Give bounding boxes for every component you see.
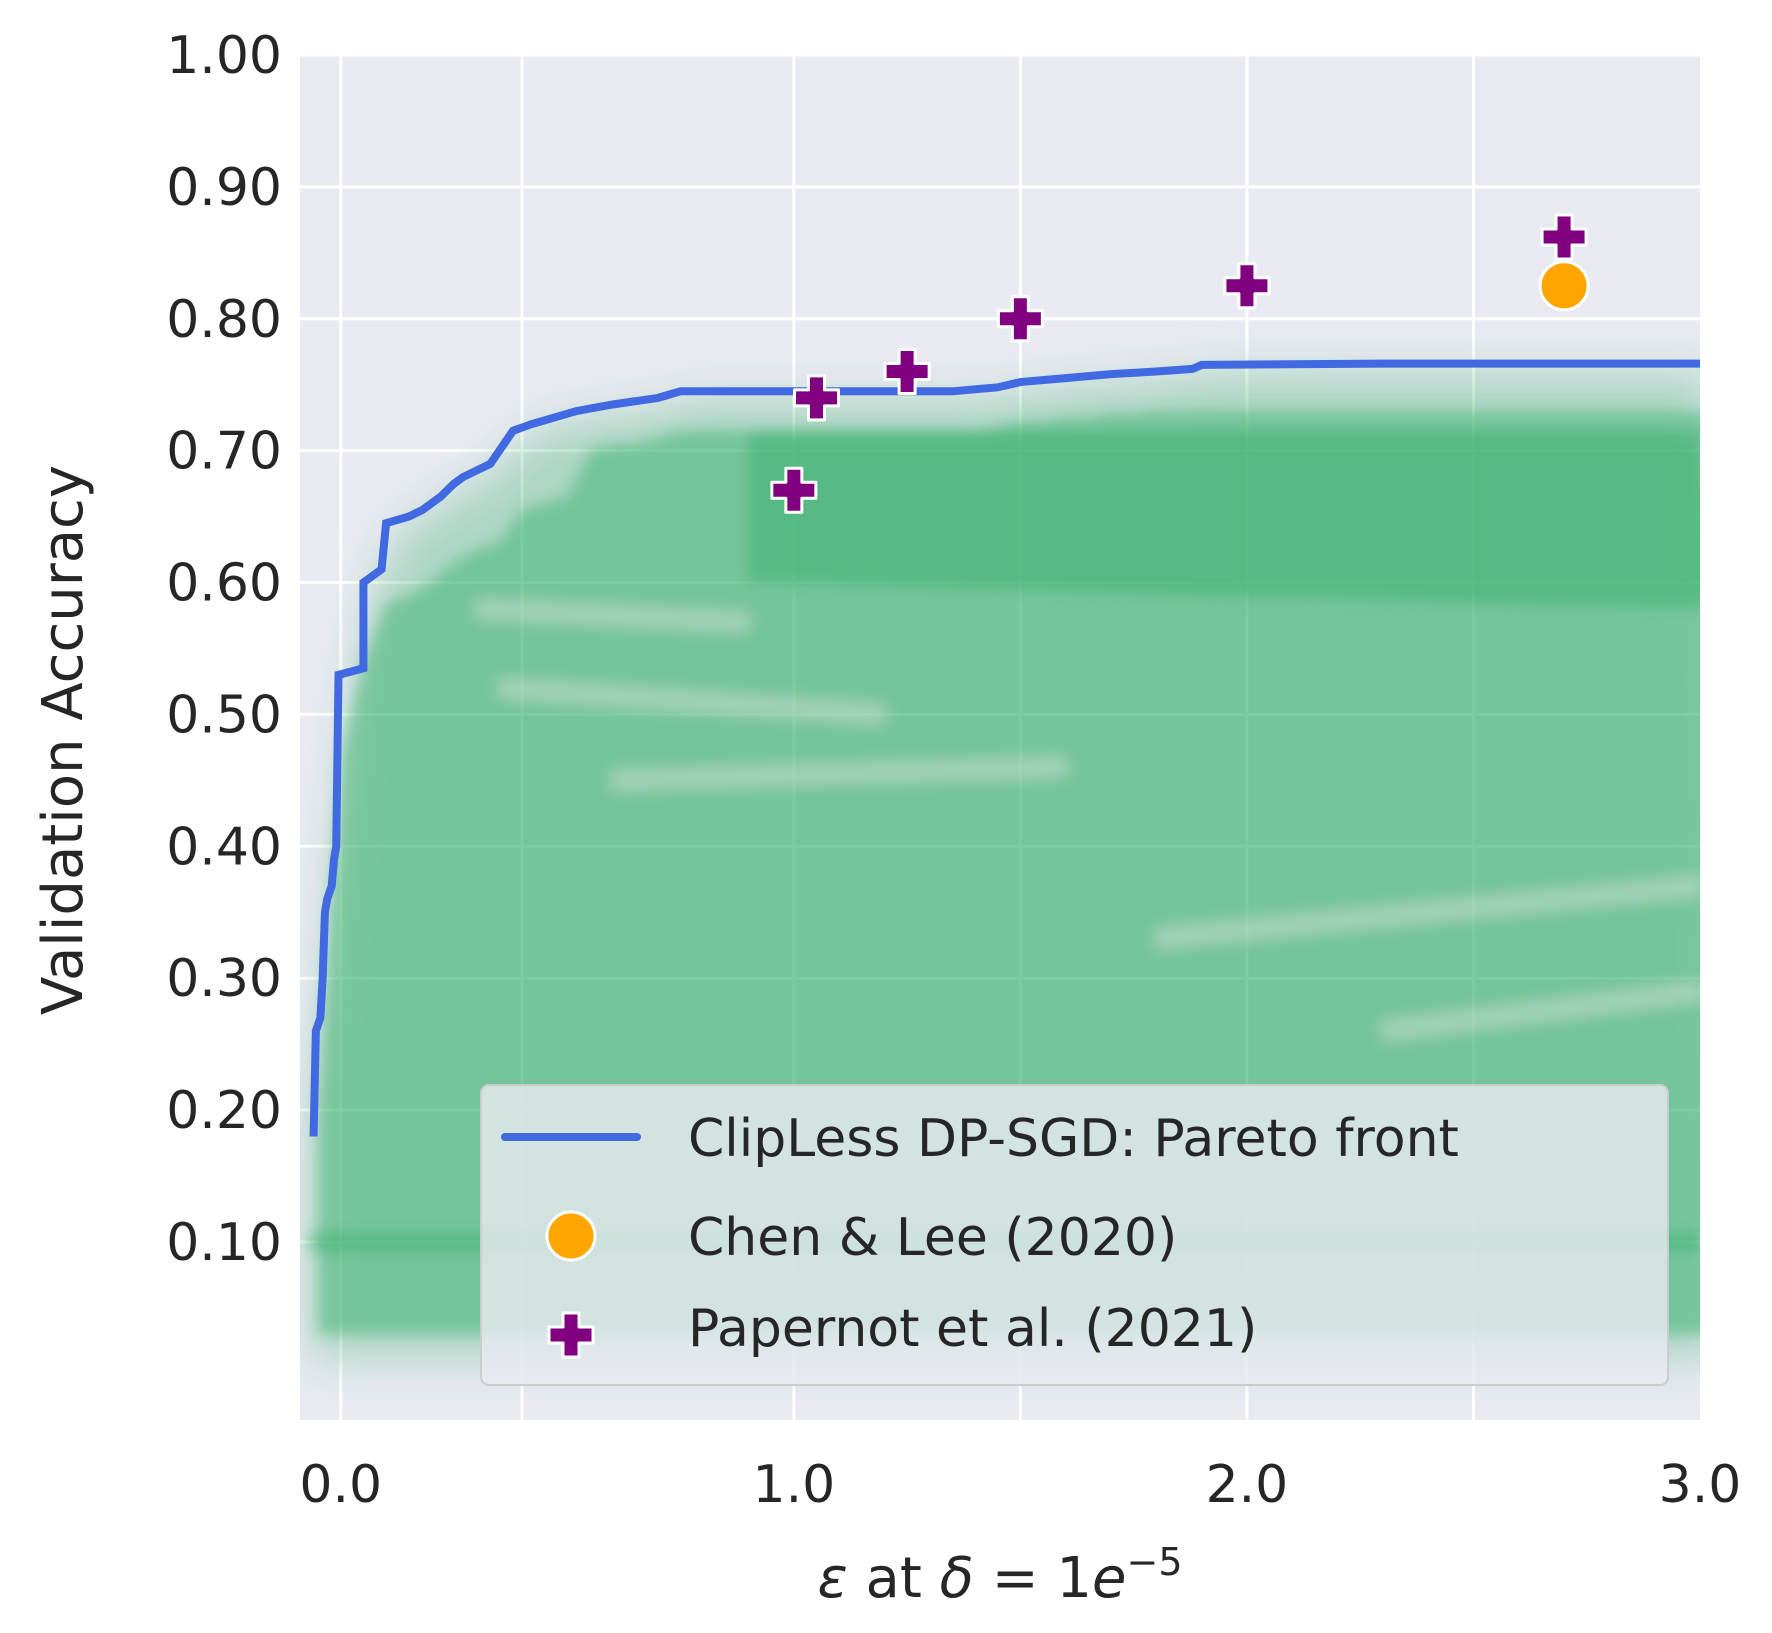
pareto-front-line [309, 359, 1700, 1137]
legend-chen-marker [545, 1210, 597, 1262]
y-tick-label: 1.00 [166, 26, 282, 86]
y-tick-label: 0.10 [166, 1213, 282, 1273]
papernot-point [883, 348, 931, 396]
y-tick-label: 0.70 [166, 422, 282, 482]
papernot-point [1540, 213, 1588, 261]
x-label-exponent: −5 [1127, 1540, 1183, 1584]
papernot-point [1223, 262, 1271, 310]
x-tick-label: 3.0 [1659, 1455, 1742, 1515]
x-tick-label: 2.0 [1206, 1455, 1289, 1515]
x-label-epsilon: ε [817, 1546, 847, 1611]
x-tick-label: 0.0 [299, 1455, 382, 1515]
series-layer [309, 213, 1700, 1137]
legend-label-papernot: Papernot et al. (2021) [688, 1299, 1257, 1359]
papernot-point [996, 295, 1044, 343]
cloud-light-streak [498, 679, 886, 724]
cloud-dense-band [748, 430, 1700, 609]
y-tick-label: 0.50 [166, 685, 282, 745]
x-label-delta: δ [940, 1546, 974, 1611]
papernot-point [770, 466, 818, 514]
x-label-equals: = 1 [974, 1546, 1092, 1611]
y-axis-label: Validation Accuracy [31, 465, 96, 1015]
legend-label-chen: Chen & Lee (2020) [688, 1208, 1177, 1268]
cloud-light-streak [612, 758, 1066, 790]
legend-label-pareto: ClipLess DP-SGD: Pareto front [688, 1109, 1459, 1169]
tick-labels: 0.100.200.300.400.500.600.700.800.901.00… [166, 26, 1741, 1515]
x-label-at: at [848, 1546, 940, 1611]
cloud-light-streak [476, 599, 749, 632]
x-tick-label: 1.0 [752, 1455, 835, 1515]
papernot-point [793, 374, 841, 422]
y-tick-label: 0.40 [166, 817, 282, 877]
y-tick-label: 0.60 [166, 554, 282, 614]
chen-lee-point [1538, 260, 1590, 312]
legend: ClipLess DP-SGD: Pareto front Chen & Lee… [480, 1084, 1669, 1386]
legend-box [480, 1084, 1669, 1386]
x-axis-label: ε at δ = 1e−5 [817, 1540, 1182, 1611]
cloud-light-streak [1381, 982, 1700, 1040]
cloud-light-streak [1155, 876, 1700, 948]
legend-papernot-marker [547, 1311, 595, 1359]
y-tick-label: 0.20 [166, 1081, 282, 1141]
y-tick-label: 0.80 [166, 290, 282, 350]
y-tick-label: 0.30 [166, 949, 282, 1009]
x-label-e: e [1092, 1546, 1126, 1611]
y-tick-label: 0.90 [166, 158, 282, 218]
